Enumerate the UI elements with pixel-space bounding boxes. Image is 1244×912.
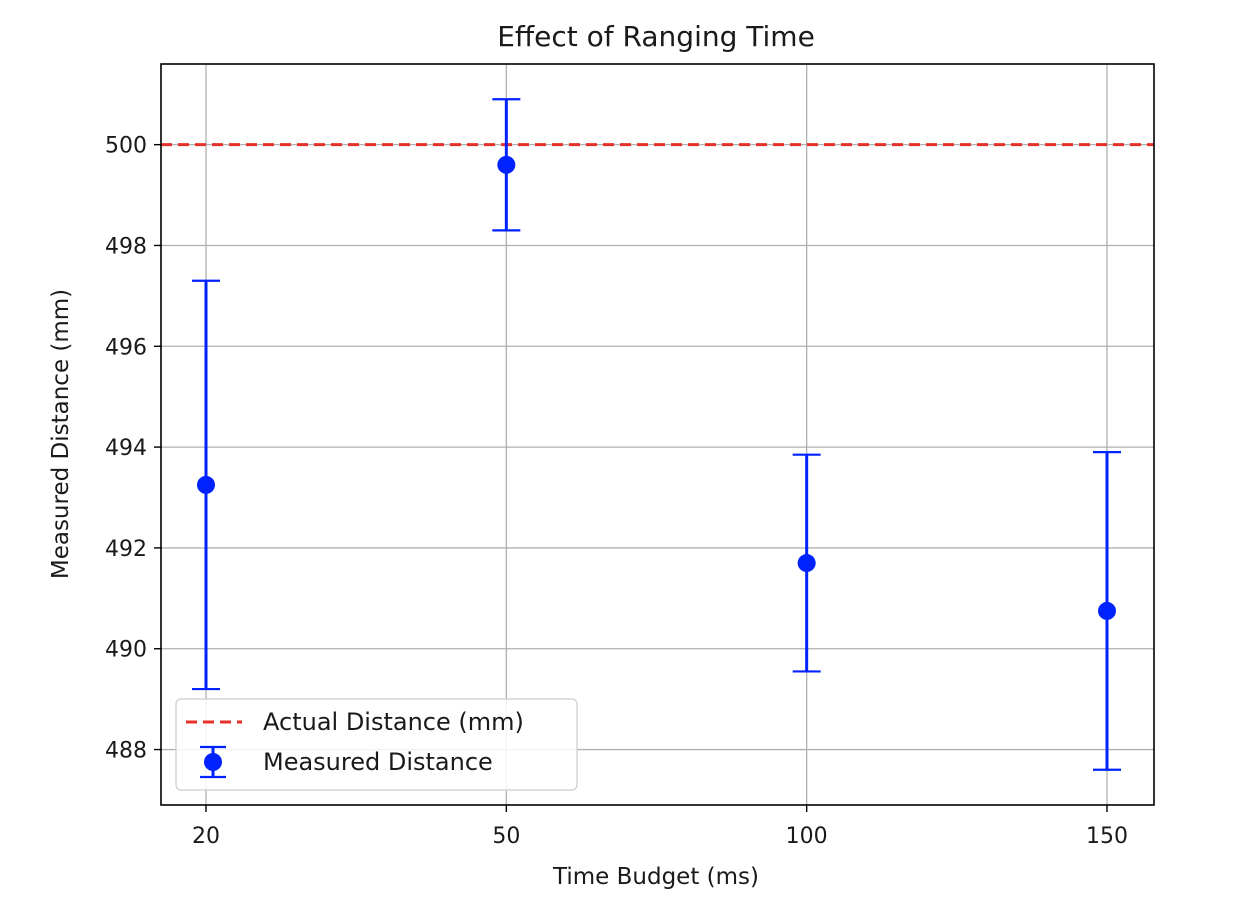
data-point	[197, 475, 215, 494]
axes-frame	[160, 63, 1155, 806]
grid	[161, 64, 1154, 805]
y-ticks: 488 490 492 494 496 498 500	[105, 134, 161, 764]
data-point	[1098, 601, 1116, 620]
errorbar-group	[192, 98, 1121, 771]
y-tick-label: 490	[105, 638, 147, 663]
legend: Actual Distance (mm) Measured Distance	[175, 698, 578, 791]
y-tick-label: 500	[105, 134, 147, 159]
x-tick-label: 50	[492, 824, 520, 849]
x-tick-label: 100	[786, 824, 828, 849]
points-group	[197, 155, 1116, 620]
legend-label-actual: Actual Distance (mm)	[263, 708, 524, 736]
data-point	[497, 155, 516, 174]
y-tick-label: 492	[105, 537, 147, 562]
legend-label-measured: Measured Distance	[263, 748, 493, 776]
legend-box	[175, 698, 578, 791]
x-ticks: 20 50 100 150	[192, 805, 1128, 849]
x-tick-label: 150	[1086, 824, 1128, 849]
x-tick-label: 20	[192, 824, 220, 849]
y-tick-label: 498	[105, 234, 147, 259]
y-axis-label: Measured Distance (mm)	[48, 289, 74, 579]
chart-title: Effect of Ranging Time	[497, 20, 815, 53]
legend-marker-swatch	[204, 753, 222, 771]
y-tick-label: 496	[105, 335, 147, 360]
y-tick-label: 494	[105, 436, 147, 461]
data-point	[797, 554, 816, 573]
x-axis-label: Time Budget (ms)	[552, 864, 759, 890]
y-tick-label: 488	[105, 739, 147, 764]
